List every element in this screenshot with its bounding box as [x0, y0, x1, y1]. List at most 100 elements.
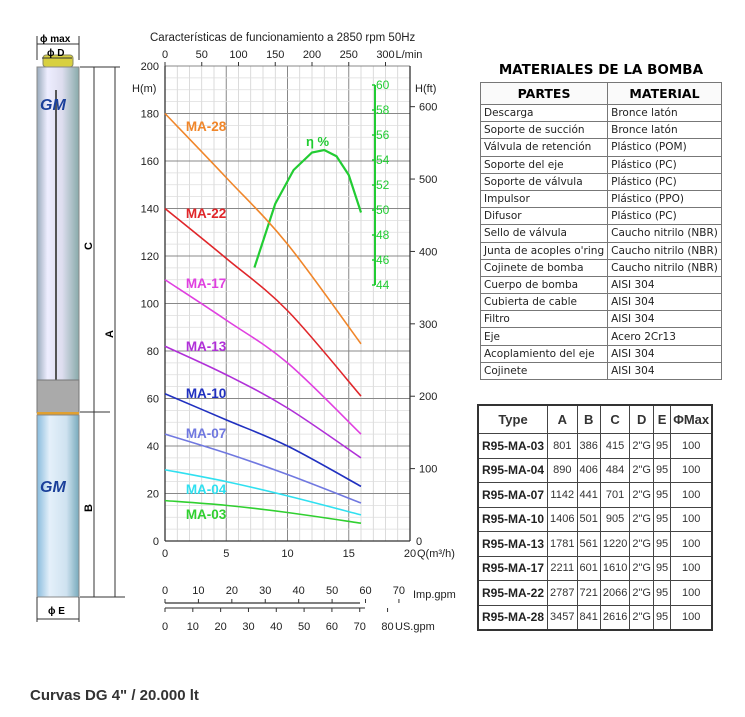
dim-a-label: A [104, 330, 116, 338]
ft-tick-label: 600 [419, 102, 437, 114]
us-tick-label: 40 [270, 621, 282, 633]
efficiency-tick-label: 44 [376, 278, 390, 292]
pump-body [36, 66, 80, 396]
y-axis-label: H(m) [132, 83, 156, 95]
materials-title: MATERIALES DE LA BOMBA [480, 57, 722, 83]
dimension-cell: 95 [652, 531, 672, 557]
y-tick-label: 60 [147, 394, 159, 406]
ft-tick-label: 100 [419, 464, 437, 476]
table-row: R95-MA-13 1781 561 1220 2"G 95 100 [477, 531, 713, 557]
table-row: Cuerpo de bomba AISI 304 [479, 275, 722, 295]
top-tick-label: 0 [162, 49, 168, 61]
dimension-cell: 484 [599, 457, 631, 483]
table-row: Difusor Plástico (PC) [479, 207, 722, 226]
top-tick-label: 150 [266, 49, 284, 61]
part-cell: Acoplamiento del eje [479, 344, 609, 363]
material-cell: AISI 304 [607, 275, 722, 295]
material-cell: Acero 2Cr13 [607, 327, 722, 346]
material-cell: AISI 304 [607, 310, 722, 329]
top-tick-label: 200 [303, 49, 321, 61]
table-row: Eje Acero 2Cr13 [479, 327, 722, 346]
part-cell: Soporte del eje [479, 155, 609, 174]
material-cell: Plástico (PC) [607, 172, 722, 191]
curve-ma-10 [164, 393, 362, 488]
dimensions-table: Type A B C D E ΦMax R95-MA-03 801 386 415 2"G 95 100… [477, 404, 714, 631]
us-tick-label: 50 [298, 621, 310, 633]
top-tick-label: 300 [376, 49, 394, 61]
dimension-cell: 95 [652, 604, 672, 631]
y-tick-label: 0 [153, 536, 159, 548]
imp-tick-label: 40 [293, 585, 305, 597]
imp-tick-label: 70 [393, 585, 405, 597]
table-row: Soporte de válvula Plástico (PC) [479, 172, 722, 191]
dimension-cell: 95 [652, 482, 672, 508]
type-cell: R95-MA-07 [477, 482, 549, 508]
us-tick-label: 0 [162, 621, 168, 633]
curve-ma-07 [164, 433, 362, 504]
phi-e-label: ϕ E [48, 606, 65, 617]
table-row: R95-MA-07 1142 441 701 2"G 95 100 [477, 482, 713, 508]
efficiency-curve [253, 148, 363, 268]
dimension-cell: 2211 [547, 555, 578, 581]
top-tick-label: 250 [340, 49, 358, 61]
table-row: R95-MA-10 1406 501 905 2"G 95 100 [477, 506, 713, 532]
curve-label-ma-03: MA-03 [186, 507, 227, 522]
materials-table: MATERIALES DE LA BOMBA PARTES MATERIAL De… [479, 57, 722, 381]
dim-b-label: B [83, 504, 95, 512]
dimension-cell: 95 [652, 580, 672, 606]
type-cell: R95-MA-13 [477, 531, 549, 557]
y-tick-label: 80 [147, 346, 159, 358]
table-row: Soporte de succión Bronce latón [479, 121, 722, 140]
table-row: Cubierta de cable AISI 304 [479, 293, 722, 312]
x-tick-label: 10 [281, 548, 293, 560]
curve-ma-03 [164, 499, 362, 524]
col-header: B [576, 404, 601, 434]
dimension-cell: 95 [652, 457, 672, 483]
curve-label-ma-17: MA-17 [186, 276, 227, 291]
dimension-cell: 441 [576, 482, 601, 508]
dimension-cell: 100 [670, 482, 713, 508]
material-cell: AISI 304 [607, 361, 722, 381]
material-cell: Bronce latón [607, 103, 722, 123]
top-tick-label: 50 [196, 49, 208, 61]
curve-label-ma-28: MA-28 [186, 119, 227, 134]
table-row: Sello de válvula Caucho nitrilo (NBR) [479, 224, 722, 243]
material-cell: AISI 304 [607, 293, 722, 312]
part-cell: Descarga [479, 103, 609, 123]
imp-tick-label: 30 [259, 585, 271, 597]
table-row: Cojinete AISI 304 [479, 361, 722, 381]
col-header-material: MATERIAL [607, 82, 722, 105]
dimension-cell: 721 [576, 580, 601, 606]
imp-axis-label: Imp.gpm [413, 589, 456, 601]
y-tick-label: 200 [141, 61, 159, 73]
material-cell: Plástico (PC) [607, 155, 722, 174]
performance-chart: Características de funcionamiento a 2850… [132, 32, 456, 633]
dimension-cell: 2787 [547, 580, 578, 606]
y-tick-label: 180 [141, 109, 159, 121]
dimension-cell: 2"G [629, 555, 654, 581]
dimension-cell: 890 [547, 457, 578, 483]
dimension-cell: 100 [670, 457, 713, 483]
dimension-cell: 2"G [629, 457, 654, 483]
imp-tick-label: 60 [359, 585, 371, 597]
material-cell: AISI 304 [607, 344, 722, 363]
table-row: Cojinete de bomba Caucho nitrilo (NBR) [479, 258, 722, 277]
x-axis-label: Q(m³/h) [417, 548, 455, 560]
x-tick-label: 0 [162, 548, 168, 560]
part-cell: Junta de acoples o'ring [479, 241, 609, 260]
table-row: Válvula de retención Plástico (POM) [479, 138, 722, 157]
imp-tick-label: 10 [192, 585, 204, 597]
us-tick-label: 70 [354, 621, 366, 633]
table-row: R95-MA-22 2787 721 2066 2"G 95 100 [477, 580, 713, 606]
dimension-cell: 415 [599, 433, 631, 459]
dimension-cell: 2"G [629, 604, 654, 631]
imp-tick-label: 50 [326, 585, 338, 597]
curve-label-ma-07: MA-07 [186, 426, 227, 441]
us-axis-label: US.gpm [395, 621, 435, 633]
dimension-cell: 100 [670, 506, 713, 532]
imp-tick-label: 20 [226, 585, 238, 597]
type-cell: R95-MA-28 [477, 604, 549, 631]
material-cell: Plástico (PC) [607, 207, 722, 226]
brand-logo-motor: GM [40, 479, 66, 496]
phi-d-label: ϕ D [47, 48, 65, 59]
